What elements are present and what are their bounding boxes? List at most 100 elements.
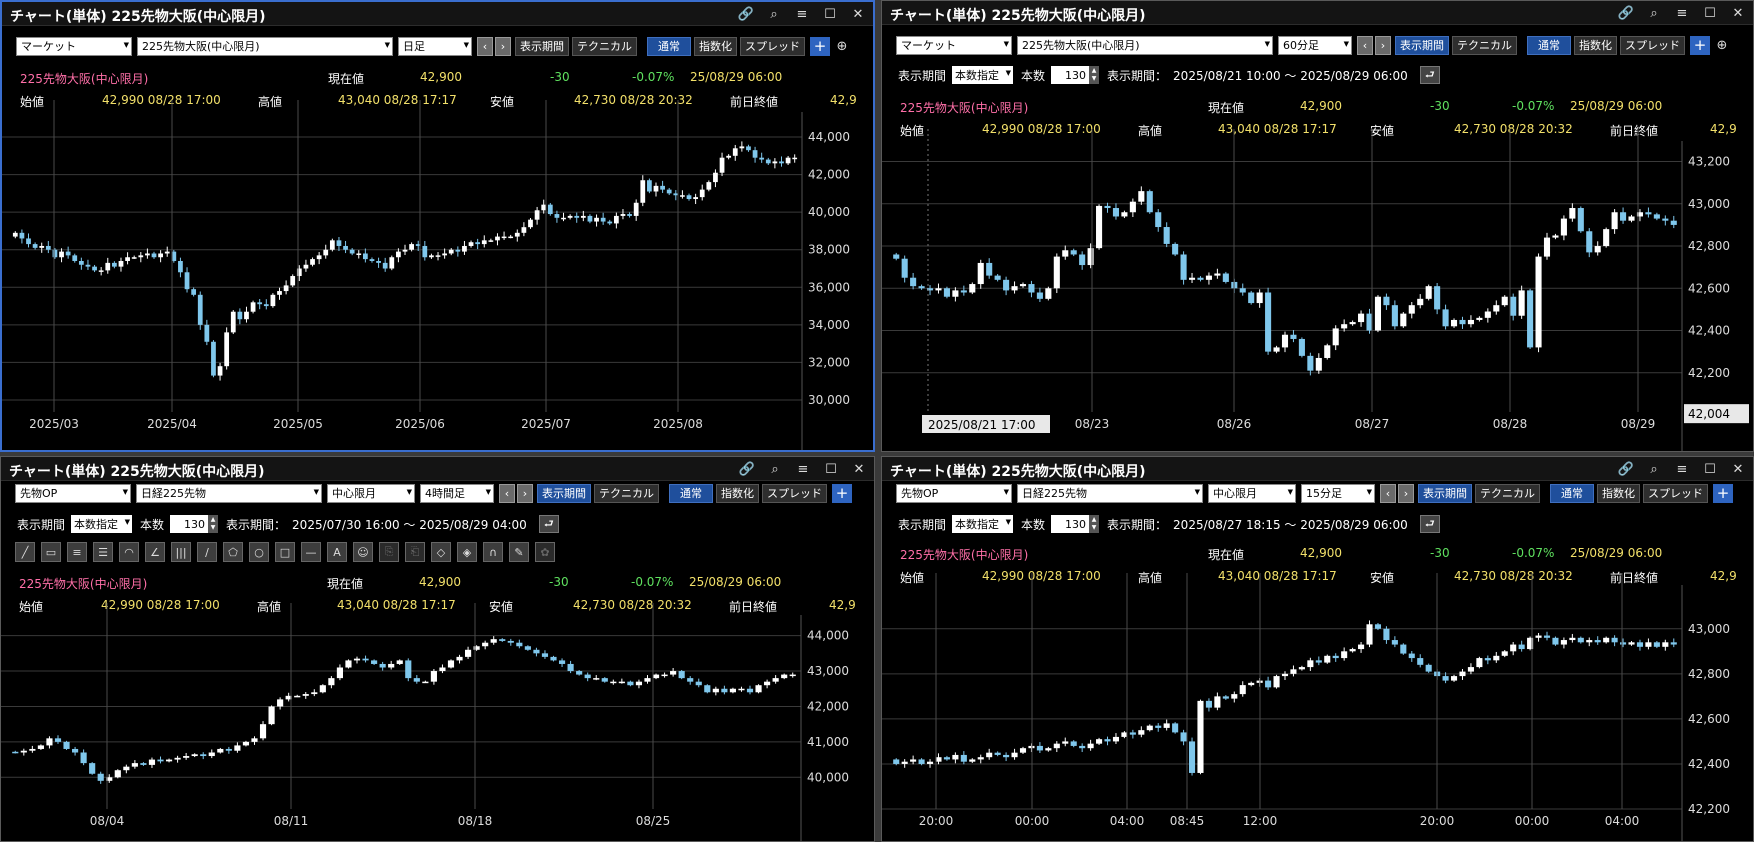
display-period-button[interactable]: 表示期間	[1418, 483, 1472, 503]
month-select[interactable]: 中心限月	[327, 483, 415, 503]
line-tool-icon[interactable]: ╱	[15, 542, 35, 562]
display-period-button[interactable]: 表示期間	[1395, 35, 1449, 55]
link-icon[interactable]: 🔗	[737, 6, 755, 22]
menu-icon[interactable]: ≡	[1676, 5, 1688, 21]
menu-icon[interactable]: ≡	[796, 6, 808, 22]
symbol-select[interactable]: 日経225先物	[1017, 483, 1203, 503]
reset-icon[interactable]: ⮐	[538, 515, 559, 533]
index-button[interactable]: 指数化	[1574, 35, 1617, 55]
period-mode-select[interactable]: 本数指定	[952, 515, 1014, 533]
reset-icon[interactable]: ⮐	[1419, 66, 1440, 84]
count-input[interactable]: 130	[1051, 515, 1090, 533]
count-spinner[interactable]: ▲ ▼	[1089, 515, 1100, 533]
next-icon[interactable]: ›	[517, 483, 533, 503]
technical-button[interactable]: テクニカル	[1475, 483, 1540, 503]
reset-icon[interactable]: ⮐	[1419, 515, 1440, 533]
index-button[interactable]: 指数化	[1597, 483, 1640, 503]
close-icon[interactable]: ✕	[853, 461, 865, 477]
symbol-select[interactable]: 225先物大阪(中心限月)	[137, 36, 393, 56]
display-period-button[interactable]: 表示期間	[537, 483, 591, 503]
symbol-select[interactable]: 日経225先物	[136, 483, 322, 503]
spread-button[interactable]: スプレッド	[762, 483, 827, 503]
eraser-tool-icon[interactable]: ◇	[431, 542, 451, 562]
hlines-tool-icon[interactable]: ≡	[67, 542, 87, 562]
close-icon[interactable]: ✕	[852, 6, 864, 22]
vlines-tool-icon[interactable]: |||	[171, 542, 191, 562]
period-select[interactable]: 15分足	[1301, 483, 1375, 503]
zoom-icon[interactable]: ⊕	[1716, 37, 1728, 53]
market-select[interactable]: 先物OP	[896, 483, 1012, 503]
chart-panel-15m[interactable]: チャート(単体) 225先物大阪(中心限月) 🔗 ⌕ ≡ ☐ ✕ 先物OP日経225先物中心…	[881, 456, 1754, 842]
arc-tool-icon[interactable]: ◠	[119, 542, 139, 562]
count-spinner[interactable]: ▲ ▼	[1089, 66, 1100, 84]
normal-button[interactable]: 通常	[647, 36, 691, 56]
period-mode-select[interactable]: 本数指定	[952, 66, 1014, 84]
plus-icon[interactable]: +	[832, 483, 852, 503]
maximize-icon[interactable]: ☐	[1704, 461, 1716, 477]
prev-icon[interactable]: ‹	[499, 483, 515, 503]
technical-button[interactable]: テクニカル	[594, 483, 659, 503]
link-icon[interactable]: 🔗	[738, 461, 756, 477]
period-mode-select[interactable]: 本数指定	[71, 515, 133, 533]
plus-icon[interactable]: +	[810, 36, 830, 56]
maximize-icon[interactable]: ☐	[824, 6, 836, 22]
prev-icon[interactable]: ‹	[477, 36, 493, 56]
hline-tool-icon[interactable]: —	[301, 542, 321, 562]
magnet-tool-icon[interactable]: ∩	[483, 542, 503, 562]
chart-panel-hourly[interactable]: チャート(単体) 225先物大阪(中心限月)🔗⌕≡☐✕マーケット225先物大阪(…	[881, 0, 1754, 452]
market-select[interactable]: マーケット	[896, 35, 1012, 55]
market-select[interactable]: 先物OP	[15, 483, 131, 503]
link-icon[interactable]: 🔗	[1617, 461, 1635, 477]
next-icon[interactable]: ›	[1398, 483, 1414, 503]
chart-panel-4h[interactable]: チャート(単体) 225先物大阪(中心限月) 🔗 ⌕ ≡ ☐ ✕ 先物OP日経225先物中心…	[0, 456, 875, 842]
search-icon[interactable]: ⌕	[771, 461, 779, 477]
technical-button[interactable]: テクニカル	[572, 36, 637, 56]
lock-tool-icon[interactable]: ✎	[509, 542, 529, 562]
normal-button[interactable]: 通常	[669, 483, 713, 503]
channel-tool-icon[interactable]: ∕	[197, 542, 217, 562]
index-button[interactable]: 指数化	[694, 36, 737, 56]
ruler-tool-icon[interactable]: ▭	[41, 542, 61, 562]
text-tool-icon[interactable]: A	[327, 542, 347, 562]
maximize-icon[interactable]: ☐	[825, 461, 837, 477]
normal-button[interactable]: 通常	[1527, 35, 1571, 55]
paste-tool-icon[interactable]: ⎗	[405, 542, 425, 562]
candlestick-chart[interactable]: 43,000 42,800 42,600 42,400 42,200 20:00 00:00…	[882, 457, 1753, 841]
next-icon[interactable]: ›	[495, 36, 511, 56]
menu-icon[interactable]: ≡	[1676, 461, 1688, 477]
spread-button[interactable]: スプレッド	[1643, 483, 1708, 503]
search-icon[interactable]: ⌕	[1650, 5, 1658, 21]
settings-tool-icon[interactable]: ✿	[535, 542, 555, 562]
spread-button[interactable]: スプレッド	[740, 36, 805, 56]
maximize-icon[interactable]: ☐	[1704, 5, 1716, 21]
rect-tool-icon[interactable]: □	[275, 542, 295, 562]
candlestick-chart[interactable]: 44,000 42,000 40,000 38,000 36,000 34,000 32,0…	[2, 2, 873, 450]
index-button[interactable]: 指数化	[716, 483, 759, 503]
pentagon-tool-icon[interactable]: ⬠	[223, 542, 243, 562]
link-icon[interactable]: 🔗	[1617, 5, 1635, 21]
plus-icon[interactable]: +	[1690, 35, 1710, 55]
close-icon[interactable]: ✕	[1732, 461, 1744, 477]
circle-tool-icon[interactable]: ○	[249, 542, 269, 562]
fan-tool-icon[interactable]: ∠	[145, 542, 165, 562]
count-input[interactable]: 130	[170, 515, 209, 533]
month-select[interactable]: 中心限月	[1208, 483, 1296, 503]
menu-icon[interactable]: ≡	[797, 461, 809, 477]
normal-button[interactable]: 通常	[1550, 483, 1594, 503]
search-icon[interactable]: ⌕	[1650, 461, 1658, 477]
period-select[interactable]: 60分足	[1278, 35, 1352, 55]
spread-button[interactable]: スプレッド	[1620, 35, 1685, 55]
period-select[interactable]: 日足	[398, 36, 472, 56]
copy-tool-icon[interactable]: ⎘	[379, 542, 399, 562]
stamp-tool-icon[interactable]: ☺	[353, 542, 373, 562]
hlines2-tool-icon[interactable]: ☰	[93, 542, 113, 562]
close-icon[interactable]: ✕	[1732, 5, 1744, 21]
display-period-button[interactable]: 表示期間	[515, 36, 569, 56]
symbol-select[interactable]: 225先物大阪(中心限月)	[1017, 35, 1273, 55]
zoom-icon[interactable]: ⊕	[836, 38, 848, 54]
chart-panel-daily[interactable]: チャート(単体) 225先物大阪(中心限月)🔗⌕≡☐✕マーケット225先物大阪(…	[0, 0, 875, 452]
eraser2-tool-icon[interactable]: ◈	[457, 542, 477, 562]
candlestick-chart[interactable]: 43,200 43,000 42,800 42,600 42,400 42,200 2025…	[882, 1, 1753, 451]
candlestick-chart[interactable]: 44,000 43,000 42,000 41,000 40,000 08/04 08/11…	[1, 457, 874, 841]
count-spinner[interactable]: ▲ ▼	[208, 515, 219, 533]
